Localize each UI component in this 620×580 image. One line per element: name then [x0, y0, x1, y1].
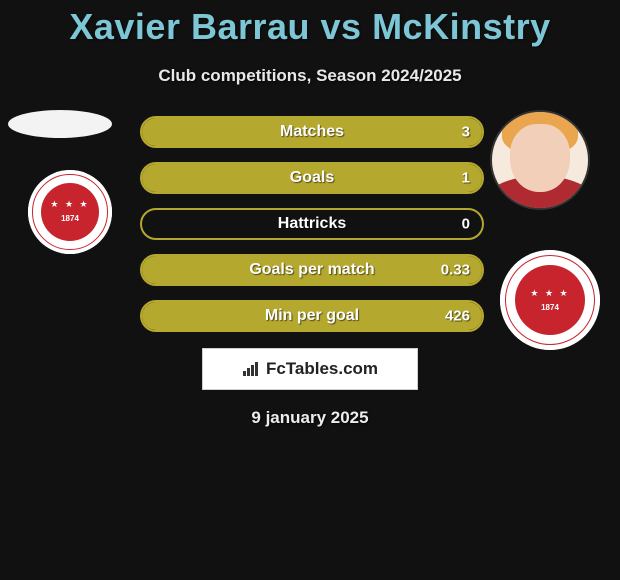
stat-value-right: 0.33 — [441, 262, 470, 279]
stat-row: Hattricks 0 — [140, 208, 484, 240]
stat-value-right: 426 — [445, 308, 470, 325]
stat-row: Matches 3 — [140, 116, 484, 148]
fctables-logo: FcTables.com — [202, 348, 418, 390]
stat-label: Goals — [290, 169, 334, 187]
page-title: Xavier Barrau vs McKinstry — [0, 0, 620, 48]
stat-value-right: 3 — [462, 124, 470, 141]
stat-row: Min per goal 426 — [140, 300, 484, 332]
player2-club-crest: ★ ★ ★ 1874 — [500, 250, 600, 350]
stat-row: Goals 1 — [140, 162, 484, 194]
stat-label: Goals per match — [249, 261, 374, 279]
stat-value-right: 1 — [462, 170, 470, 187]
stat-rows: Matches 3 Goals 1 Hattricks 0 Goals per match 0… — [140, 116, 484, 346]
stat-value-right: 0 — [462, 216, 470, 233]
chart-icon — [242, 362, 260, 376]
subtitle: Club competitions, Season 2024/2025 — [0, 66, 620, 86]
crest-year: 1874 — [61, 214, 79, 223]
stat-label: Matches — [280, 123, 344, 141]
crest-year: 1874 — [541, 303, 559, 312]
player1-avatar-placeholder — [8, 110, 112, 138]
crest-stars-icon: ★ ★ ★ — [530, 289, 569, 298]
crest-stars-icon: ★ ★ ★ — [50, 200, 89, 209]
stat-label: Hattricks — [278, 215, 346, 233]
player1-club-crest: ★ ★ ★ 1874 — [28, 170, 112, 254]
stat-label: Min per goal — [265, 307, 359, 325]
stat-row: Goals per match 0.33 — [140, 254, 484, 286]
date-label: 9 january 2025 — [251, 408, 368, 428]
logo-text: FcTables.com — [266, 359, 378, 379]
player2-avatar — [490, 110, 590, 210]
